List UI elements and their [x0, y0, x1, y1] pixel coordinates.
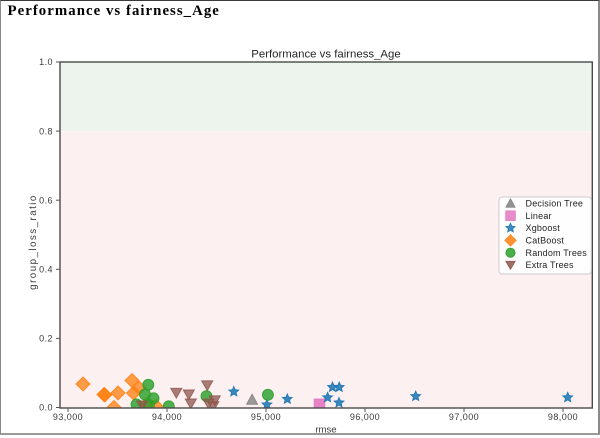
svg-text:95,000: 95,000	[251, 412, 281, 422]
svg-text:97,000: 97,000	[449, 412, 479, 422]
svg-text:96,000: 96,000	[350, 412, 380, 422]
svg-text:rmse: rmse	[315, 424, 336, 435]
svg-text:98,000: 98,000	[548, 412, 578, 422]
svg-text:Performance vs fairness_Age: Performance vs fairness_Age	[251, 48, 400, 60]
svg-text:0.2: 0.2	[39, 334, 53, 344]
svg-text:group_loss_ratio: group_loss_ratio	[28, 194, 39, 290]
svg-text:CatBoost: CatBoost	[526, 236, 565, 246]
svg-text:Linear: Linear	[526, 211, 552, 221]
svg-text:0.8: 0.8	[39, 126, 53, 136]
svg-text:1.0: 1.0	[39, 57, 53, 67]
svg-text:Decision Tree: Decision Tree	[526, 199, 584, 209]
svg-text:0.6: 0.6	[39, 195, 53, 205]
svg-text:94,000: 94,000	[152, 412, 182, 422]
svg-text:0.4: 0.4	[39, 265, 53, 275]
svg-text:0.0: 0.0	[39, 403, 53, 413]
svg-text:Random Trees: Random Trees	[526, 248, 588, 258]
svg-text:Xgboost: Xgboost	[526, 223, 561, 233]
svg-text:93,000: 93,000	[53, 412, 83, 422]
svg-text:Extra Trees: Extra Trees	[526, 260, 575, 270]
